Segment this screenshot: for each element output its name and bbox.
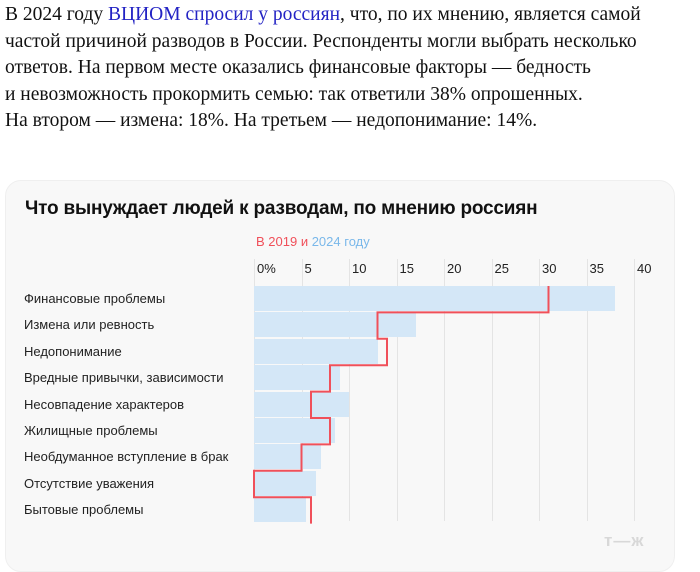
chart-legend: В 2019 и 2024 году <box>256 234 370 249</box>
x-tick-label: 20 <box>447 261 462 276</box>
x-tick-label: 35 <box>589 261 604 276</box>
category-label: Финансовые проблемы <box>24 291 166 306</box>
bar-2024 <box>254 312 416 338</box>
text-line4: и невозможность прокормить семью: так от… <box>5 83 583 105</box>
category-label: Недопонимание <box>24 343 122 359</box>
text-line3: ответов. На первом месте оказались финан… <box>5 57 591 78</box>
tj-logo: т—ж <box>604 531 645 550</box>
bar-2024 <box>254 418 335 443</box>
x-tick-label: 30 <box>542 261 557 276</box>
grid-line <box>586 259 588 521</box>
x-tick-label: 25 <box>494 261 509 276</box>
category-label: Измена или ревность <box>24 317 155 333</box>
category-label: Бытовые проблемы <box>24 502 144 518</box>
category-label: Отсутствие уважения <box>24 475 155 491</box>
article-paragraph: В 2024 году ВЦИОМ спросил у россиян, что… <box>5 2 675 135</box>
x-tick-label: 0% <box>257 261 276 276</box>
text-line5: На втором — измена: 18%. На третьем — не… <box>5 110 538 131</box>
grid-line <box>396 259 398 521</box>
grid-line <box>349 259 350 521</box>
x-tick-label: 5 <box>304 261 312 276</box>
text-line2: частой причиной разводов в России. Респо… <box>5 30 637 52</box>
category-label: Жилищные проблемы <box>24 423 158 438</box>
line-2019 <box>253 286 550 524</box>
grid-line <box>444 259 445 521</box>
category-label: Необдуманное вступление в брак <box>24 449 229 465</box>
bar-2024 <box>254 497 307 523</box>
text-prefix: В 2024 году <box>5 4 109 25</box>
chart-card: Что вынуждает людей к разводам, по мнени… <box>5 180 675 572</box>
category-label: Вредные привычки, зависимости <box>24 370 224 386</box>
x-tick-label: 40 <box>637 261 652 276</box>
bar-2024 <box>254 444 321 470</box>
chart-title: Что вынуждает людей к разводам, по мнени… <box>25 198 538 219</box>
legend-2024: 2024 году <box>311 234 370 249</box>
grid-line <box>634 259 635 521</box>
bar-2024 <box>254 338 378 364</box>
bar-2024 <box>254 365 340 391</box>
x-tick-label: 10 <box>352 261 367 276</box>
x-tick-label: 15 <box>399 261 414 276</box>
grid-line <box>491 259 493 521</box>
vciom-link[interactable]: ВЦИОМ спросил у россиян <box>108 4 341 25</box>
legend-2019: В 2019 <box>256 234 298 249</box>
category-label: Несовпадение характеров <box>24 396 185 412</box>
bar-2024 <box>254 391 349 417</box>
legend-joiner: и <box>297 234 312 249</box>
bar-2024 <box>254 286 615 311</box>
text-line1-rest: , что, по их мнению, является самой <box>340 4 641 25</box>
bar-2024 <box>254 470 316 496</box>
grid-line <box>539 259 540 521</box>
